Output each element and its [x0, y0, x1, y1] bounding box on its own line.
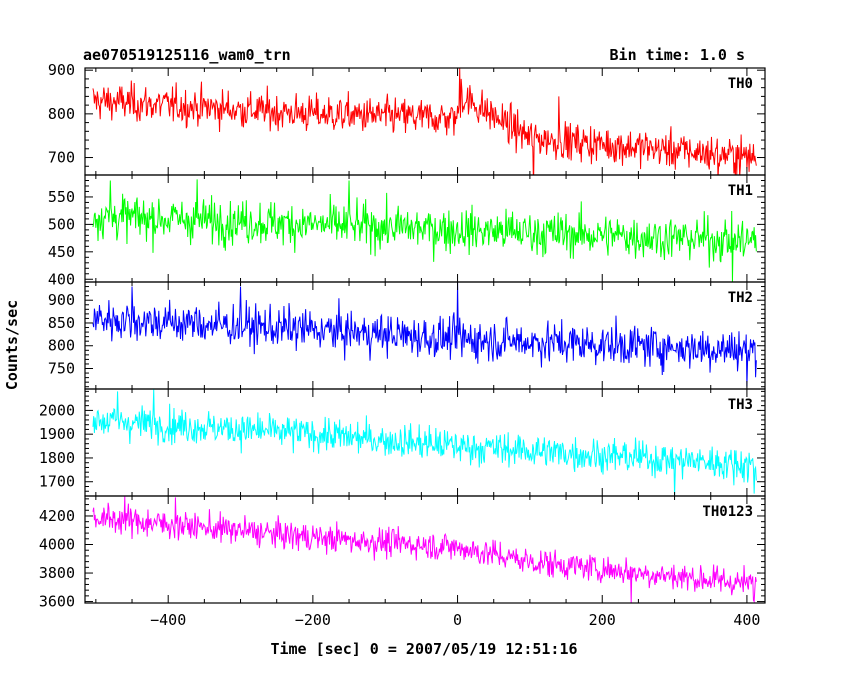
series-label-th1: TH1 [728, 183, 753, 199]
y-tick-label: 500 [48, 215, 75, 233]
y-tick-label: 4000 [39, 536, 75, 554]
panel-th0123: 3600 3800 4000 4200 TH0123 −400 −200 0 200 400 [39, 495, 766, 629]
y-tick-label: 3600 [39, 593, 75, 611]
y-tick-label: 550 [48, 188, 75, 206]
series-line-th0123 [92, 496, 757, 603]
panel-th2: 750 800 850 900 TH2 [48, 281, 766, 390]
y-tick-label: 400 [48, 270, 75, 288]
panel-th0: 700 800 900 TH0 [48, 61, 766, 176]
series-line-th0 [92, 68, 757, 175]
y-tick-label: 450 [48, 243, 75, 261]
y-tick-label: 700 [48, 149, 75, 167]
x-tick-label: 200 [589, 611, 616, 629]
panel-th1: 400 450 500 550 TH1 [48, 174, 766, 288]
y-axis-label: Counts/sec [3, 300, 21, 390]
y-tick-label: 800 [48, 105, 75, 123]
y-tick-label: 1800 [39, 449, 75, 467]
y-tick-label: 1900 [39, 425, 75, 443]
series-label-th0123: TH0123 [702, 504, 753, 520]
series-label-th2: TH2 [728, 290, 753, 306]
x-tick-label: −400 [150, 611, 186, 629]
y-tick-label: 900 [48, 61, 75, 79]
chart-title: ae070519125116_wam0_trn [83, 46, 291, 64]
series-line-th3 [92, 389, 757, 496]
bin-time-label: Bin time: 1.0 s [610, 46, 745, 64]
panel-frame [84, 495, 766, 604]
x-tick-label: 0 [453, 611, 462, 629]
series-line-th1 [92, 179, 757, 282]
y-tick-label: 4200 [39, 507, 75, 525]
panels-group: 700 800 900 TH0 400 450 500 550 TH1 750 800 850 900 T… [39, 61, 766, 629]
y-tick-label: 3800 [39, 564, 75, 582]
y-tick-label: 2000 [39, 401, 75, 419]
series-label-th3: TH3 [728, 397, 753, 413]
y-tick-label: 900 [48, 291, 75, 309]
y-tick-label: 850 [48, 314, 75, 332]
panel-th3: 1700 1800 1900 2000 TH3 [39, 388, 766, 497]
series-line-th2 [92, 282, 757, 387]
y-tick-label: 750 [48, 360, 75, 378]
x-tick-label: −200 [295, 611, 331, 629]
y-tick-label: 800 [48, 337, 75, 355]
y-tick-label: 1700 [39, 473, 75, 491]
x-axis-label: Time [sec] 0 = 2007/05/19 12:51:16 [270, 640, 577, 658]
panel-frame [84, 388, 766, 497]
series-label-th0: TH0 [728, 76, 753, 92]
x-tick-label: 400 [733, 611, 760, 629]
